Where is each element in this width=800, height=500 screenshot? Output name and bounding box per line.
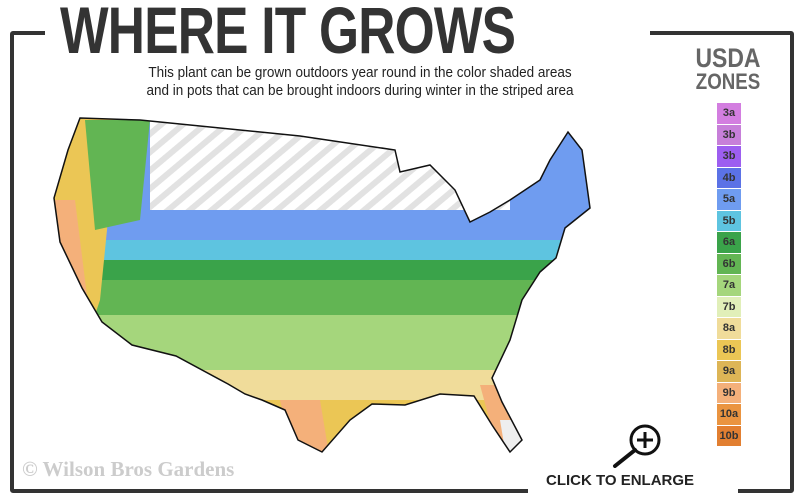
legend-zone-6a: 6a [717,232,741,253]
title-backdrop [45,20,650,40]
legend-zone-5a: 5a [717,189,741,210]
page-title: WHERE IT GROWS [0,0,800,67]
watermark: © Wilson Bros Gardens [22,457,235,481]
legend-zone-9a: 9a [717,361,741,382]
legend-zone-4b: 4b [717,167,741,188]
zone-legend: 3a 3b 3b 4b 5a 5b 6a 6b 7a 7b 8a 8b 9a 9b 10a 10b [717,103,741,447]
legend-zone-5b: 5b [717,210,741,231]
legend-zone-8a: 8a [717,318,741,339]
legend-zone-8b: 8b [717,339,741,360]
legend-zone-9b: 9b [717,382,741,403]
legend-zone-10b: 10b [717,425,741,446]
zoom-in-icon[interactable] [605,422,667,468]
legend-title-line: ZONES [695,69,761,94]
title-text: WHERE IT GROWS [60,0,516,67]
legend-title-line: USDA [695,43,761,73]
legend-zone-7b: 7b [717,296,741,317]
legend-zone-6b: 6b [717,253,741,274]
legend-zone-3b: 3b [717,146,741,167]
us-outline [53,117,591,454]
legend-title: USDA ZONES [668,43,788,94]
legend-zone-3b: 3b [717,124,741,145]
enlarge-backdrop [528,478,738,498]
subtitle-line: This plant can be grown outdoors year ro… [148,64,572,81]
subtitle: This plant can be grown outdoors year ro… [40,64,680,100]
legend-zone-3a: 3a [717,103,741,124]
legend-zone-7a: 7a [717,275,741,296]
click-to-enlarge-button[interactable]: CLICK TO ENLARGE [546,472,695,489]
subtitle-line: and in pots that can be brought indoors … [146,82,574,99]
legend-zone-10a: 10a [717,404,741,425]
